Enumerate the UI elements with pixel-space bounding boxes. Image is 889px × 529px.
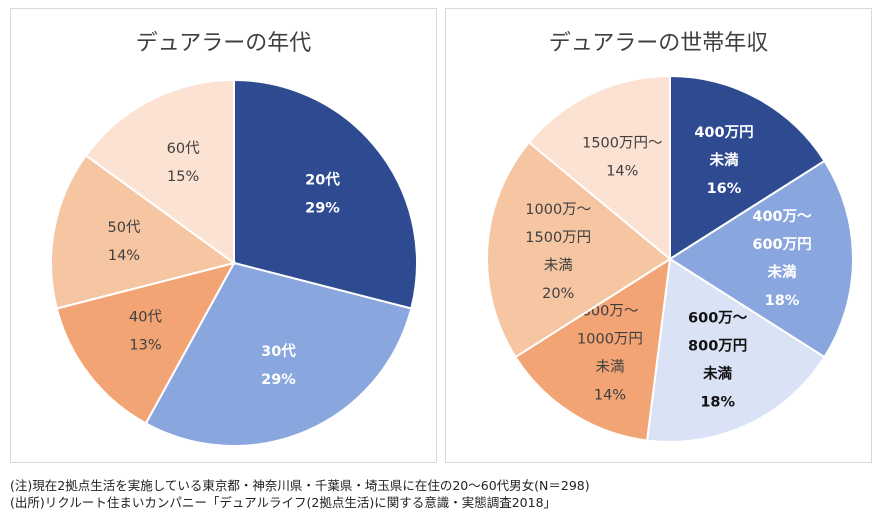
slice-category-label: 1000万～ [525,202,591,218]
footnotes: (注)現在2拠点生活を実施している東京都・神奈川県・千葉県・埼玉県に在住の20～… [10,477,590,511]
slice-value-label: 16% [707,181,742,197]
footnote-note: (注)現在2拠点生活を実施している東京都・神奈川県・千葉県・埼玉県に在住の20～… [10,478,590,493]
pie-slice [486,140,672,359]
age-pie-chart: 20代 29% 30代 29% 40代 13% 50代 14% 60代 15% [50,78,418,447]
income-chart-title: デュアラーの世帯年収 [548,31,769,56]
pie-slice [55,261,236,425]
slice-category-label: 1500万円 [525,230,591,246]
age-chart-panel: デュアラーの年代 20代 29% 30代 29% 40代 13% 50代 14% 60代 15% [10,8,437,463]
slice-category-label: 未満 [708,151,738,169]
slice-category-label: 未満 [702,364,732,382]
slice-value-label: 20% [542,286,574,302]
slice-category-label: 600万～ [688,309,748,326]
slice-value-label: 18% [700,394,735,410]
slice-category-label: 1000万円 [577,332,643,348]
pie-slice [645,257,826,443]
slice-value-label: 18% [765,293,800,309]
slice-category-label: 400万円 [694,124,753,141]
slice-value-label: 13% [129,338,161,354]
slice-category-label: 未満 [595,359,624,376]
pie-slice [514,257,672,442]
footnote-source: (出所)リクルート住まいカンパニー「デュアルライフ(2拠点生活)に関する意識・実… [10,495,557,510]
age-chart-title: デュアラーの年代 [135,31,312,56]
slice-category-label: 60代 [167,140,200,157]
pie-slice [527,74,671,262]
slice-category-label: 800万～ [582,304,639,320]
slice-category-label: 400万～ [752,208,812,225]
slice-category-label: 50代 [108,219,141,236]
slice-category-label: 40代 [129,309,162,326]
slice-value-label: 14% [606,164,638,180]
slice-value-label: 14% [594,388,626,404]
income-pie-chart: 400万円未満16%400万～600万円未満18%600万～800万円未満18%… [486,74,854,443]
slice-value-label: 15% [167,169,199,185]
income-chart-panel: デュアラーの世帯年収 400万円 未満 16% 400万～ 600万円 未満 18% 600万… [445,8,872,463]
slice-category-label: 20代 [305,170,340,188]
pie-slice [669,74,826,261]
pie-slice [668,159,854,359]
slice-category-label: 未満 [767,263,797,281]
pie-slice [233,78,418,310]
slice-value-label: 29% [261,372,296,388]
slice-category-label: 600万円 [752,236,811,253]
slice-value-label: 29% [305,200,340,216]
pie-slice [50,154,237,310]
slice-category-label: 未満 [544,257,573,274]
pie-slice [84,78,235,265]
slice-category-label: 1500万円～ [582,136,662,152]
pie-slice [144,261,413,447]
slice-category-label: 30代 [261,342,296,360]
slice-category-label: 800万円 [688,337,747,354]
slice-value-label: 14% [108,248,140,264]
